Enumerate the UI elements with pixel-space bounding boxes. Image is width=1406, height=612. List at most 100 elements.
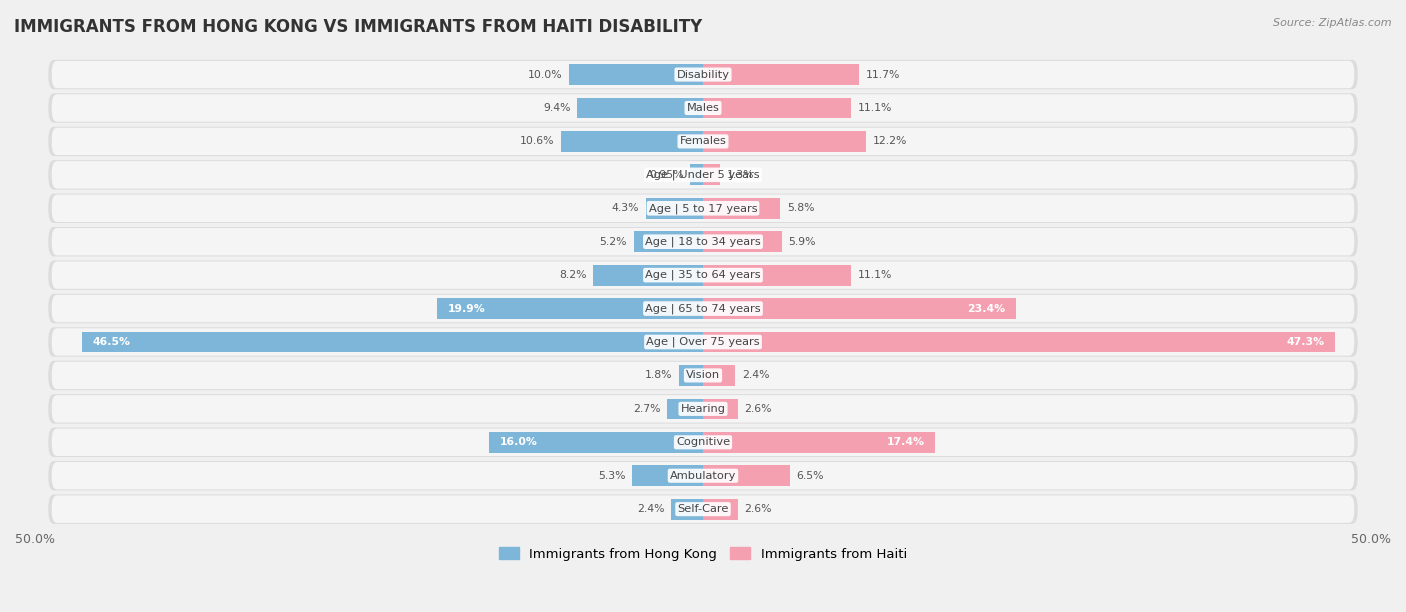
Text: Hearing: Hearing [681,404,725,414]
Bar [633,465,703,486]
Text: 1.3%: 1.3% [727,170,755,180]
Text: Age | 35 to 64 years: Age | 35 to 64 years [645,270,761,280]
Bar [703,298,1015,319]
FancyBboxPatch shape [52,94,1354,122]
FancyBboxPatch shape [52,328,1354,356]
Bar [703,499,738,520]
FancyBboxPatch shape [48,261,1358,290]
FancyBboxPatch shape [48,360,1358,390]
Bar [703,365,735,386]
Text: 10.0%: 10.0% [529,70,562,80]
Bar [703,231,782,252]
FancyBboxPatch shape [52,195,1354,222]
FancyBboxPatch shape [52,395,1354,422]
FancyBboxPatch shape [52,161,1354,188]
Text: Males: Males [686,103,720,113]
Text: 16.0%: 16.0% [501,438,538,447]
Bar [703,198,780,218]
Bar [703,165,720,185]
Text: 6.5%: 6.5% [797,471,824,481]
Text: 19.9%: 19.9% [449,304,485,313]
Text: 2.7%: 2.7% [633,404,661,414]
Bar [703,432,935,453]
Bar [437,298,703,319]
Text: 5.9%: 5.9% [789,237,815,247]
FancyBboxPatch shape [48,327,1358,357]
Bar [569,64,703,85]
Text: Age | 65 to 74 years: Age | 65 to 74 years [645,304,761,314]
Bar [703,465,790,486]
Text: 9.4%: 9.4% [543,103,571,113]
FancyBboxPatch shape [48,160,1358,190]
FancyBboxPatch shape [52,496,1354,523]
Text: Age | 18 to 34 years: Age | 18 to 34 years [645,236,761,247]
Bar [578,98,703,118]
Text: IMMIGRANTS FROM HONG KONG VS IMMIGRANTS FROM HAITI DISABILITY: IMMIGRANTS FROM HONG KONG VS IMMIGRANTS … [14,18,703,36]
Text: 0.95%: 0.95% [650,170,683,180]
Text: Disability: Disability [676,70,730,80]
Text: 47.3%: 47.3% [1286,337,1324,347]
FancyBboxPatch shape [48,60,1358,89]
Legend: Immigrants from Hong Kong, Immigrants from Haiti: Immigrants from Hong Kong, Immigrants fr… [494,542,912,566]
Text: Age | 5 to 17 years: Age | 5 to 17 years [648,203,758,214]
FancyBboxPatch shape [52,428,1354,456]
Text: 2.6%: 2.6% [744,404,772,414]
FancyBboxPatch shape [48,394,1358,424]
Text: 5.8%: 5.8% [787,203,814,213]
FancyBboxPatch shape [52,128,1354,155]
Text: Source: ZipAtlas.com: Source: ZipAtlas.com [1274,18,1392,28]
Bar [82,332,703,353]
Bar [593,265,703,286]
FancyBboxPatch shape [48,127,1358,156]
Bar [645,198,703,218]
FancyBboxPatch shape [48,193,1358,223]
Bar [666,398,703,419]
FancyBboxPatch shape [52,462,1354,490]
Bar [703,98,851,118]
Bar [489,432,703,453]
Text: 11.1%: 11.1% [858,103,893,113]
Bar [703,332,1334,353]
Bar [679,365,703,386]
Bar [703,131,866,152]
Bar [634,231,703,252]
FancyBboxPatch shape [48,93,1358,122]
Text: 17.4%: 17.4% [887,438,925,447]
Bar [690,165,703,185]
FancyBboxPatch shape [48,428,1358,457]
Text: Vision: Vision [686,370,720,381]
Text: 2.4%: 2.4% [637,504,664,514]
Text: 2.4%: 2.4% [742,370,769,381]
Text: Self-Care: Self-Care [678,504,728,514]
FancyBboxPatch shape [48,294,1358,323]
Text: 2.6%: 2.6% [744,504,772,514]
FancyBboxPatch shape [52,295,1354,323]
Bar [703,265,851,286]
Text: 23.4%: 23.4% [967,304,1005,313]
Text: Ambulatory: Ambulatory [669,471,737,481]
Text: 4.3%: 4.3% [612,203,638,213]
Text: 10.6%: 10.6% [520,136,555,146]
Text: Cognitive: Cognitive [676,438,730,447]
FancyBboxPatch shape [48,227,1358,256]
Text: 46.5%: 46.5% [93,337,131,347]
Text: 12.2%: 12.2% [873,136,907,146]
FancyBboxPatch shape [52,362,1354,389]
Bar [561,131,703,152]
Text: 5.2%: 5.2% [599,237,627,247]
FancyBboxPatch shape [52,228,1354,255]
Bar [703,398,738,419]
Text: 11.7%: 11.7% [866,70,900,80]
FancyBboxPatch shape [52,61,1354,88]
Text: Age | Under 5 years: Age | Under 5 years [647,170,759,180]
FancyBboxPatch shape [52,261,1354,289]
FancyBboxPatch shape [48,494,1358,524]
Text: 1.8%: 1.8% [645,370,672,381]
Text: Females: Females [679,136,727,146]
Text: Age | Over 75 years: Age | Over 75 years [647,337,759,347]
Text: 5.3%: 5.3% [598,471,626,481]
Text: 8.2%: 8.2% [560,270,586,280]
Bar [671,499,703,520]
Bar [703,64,859,85]
Text: 11.1%: 11.1% [858,270,893,280]
